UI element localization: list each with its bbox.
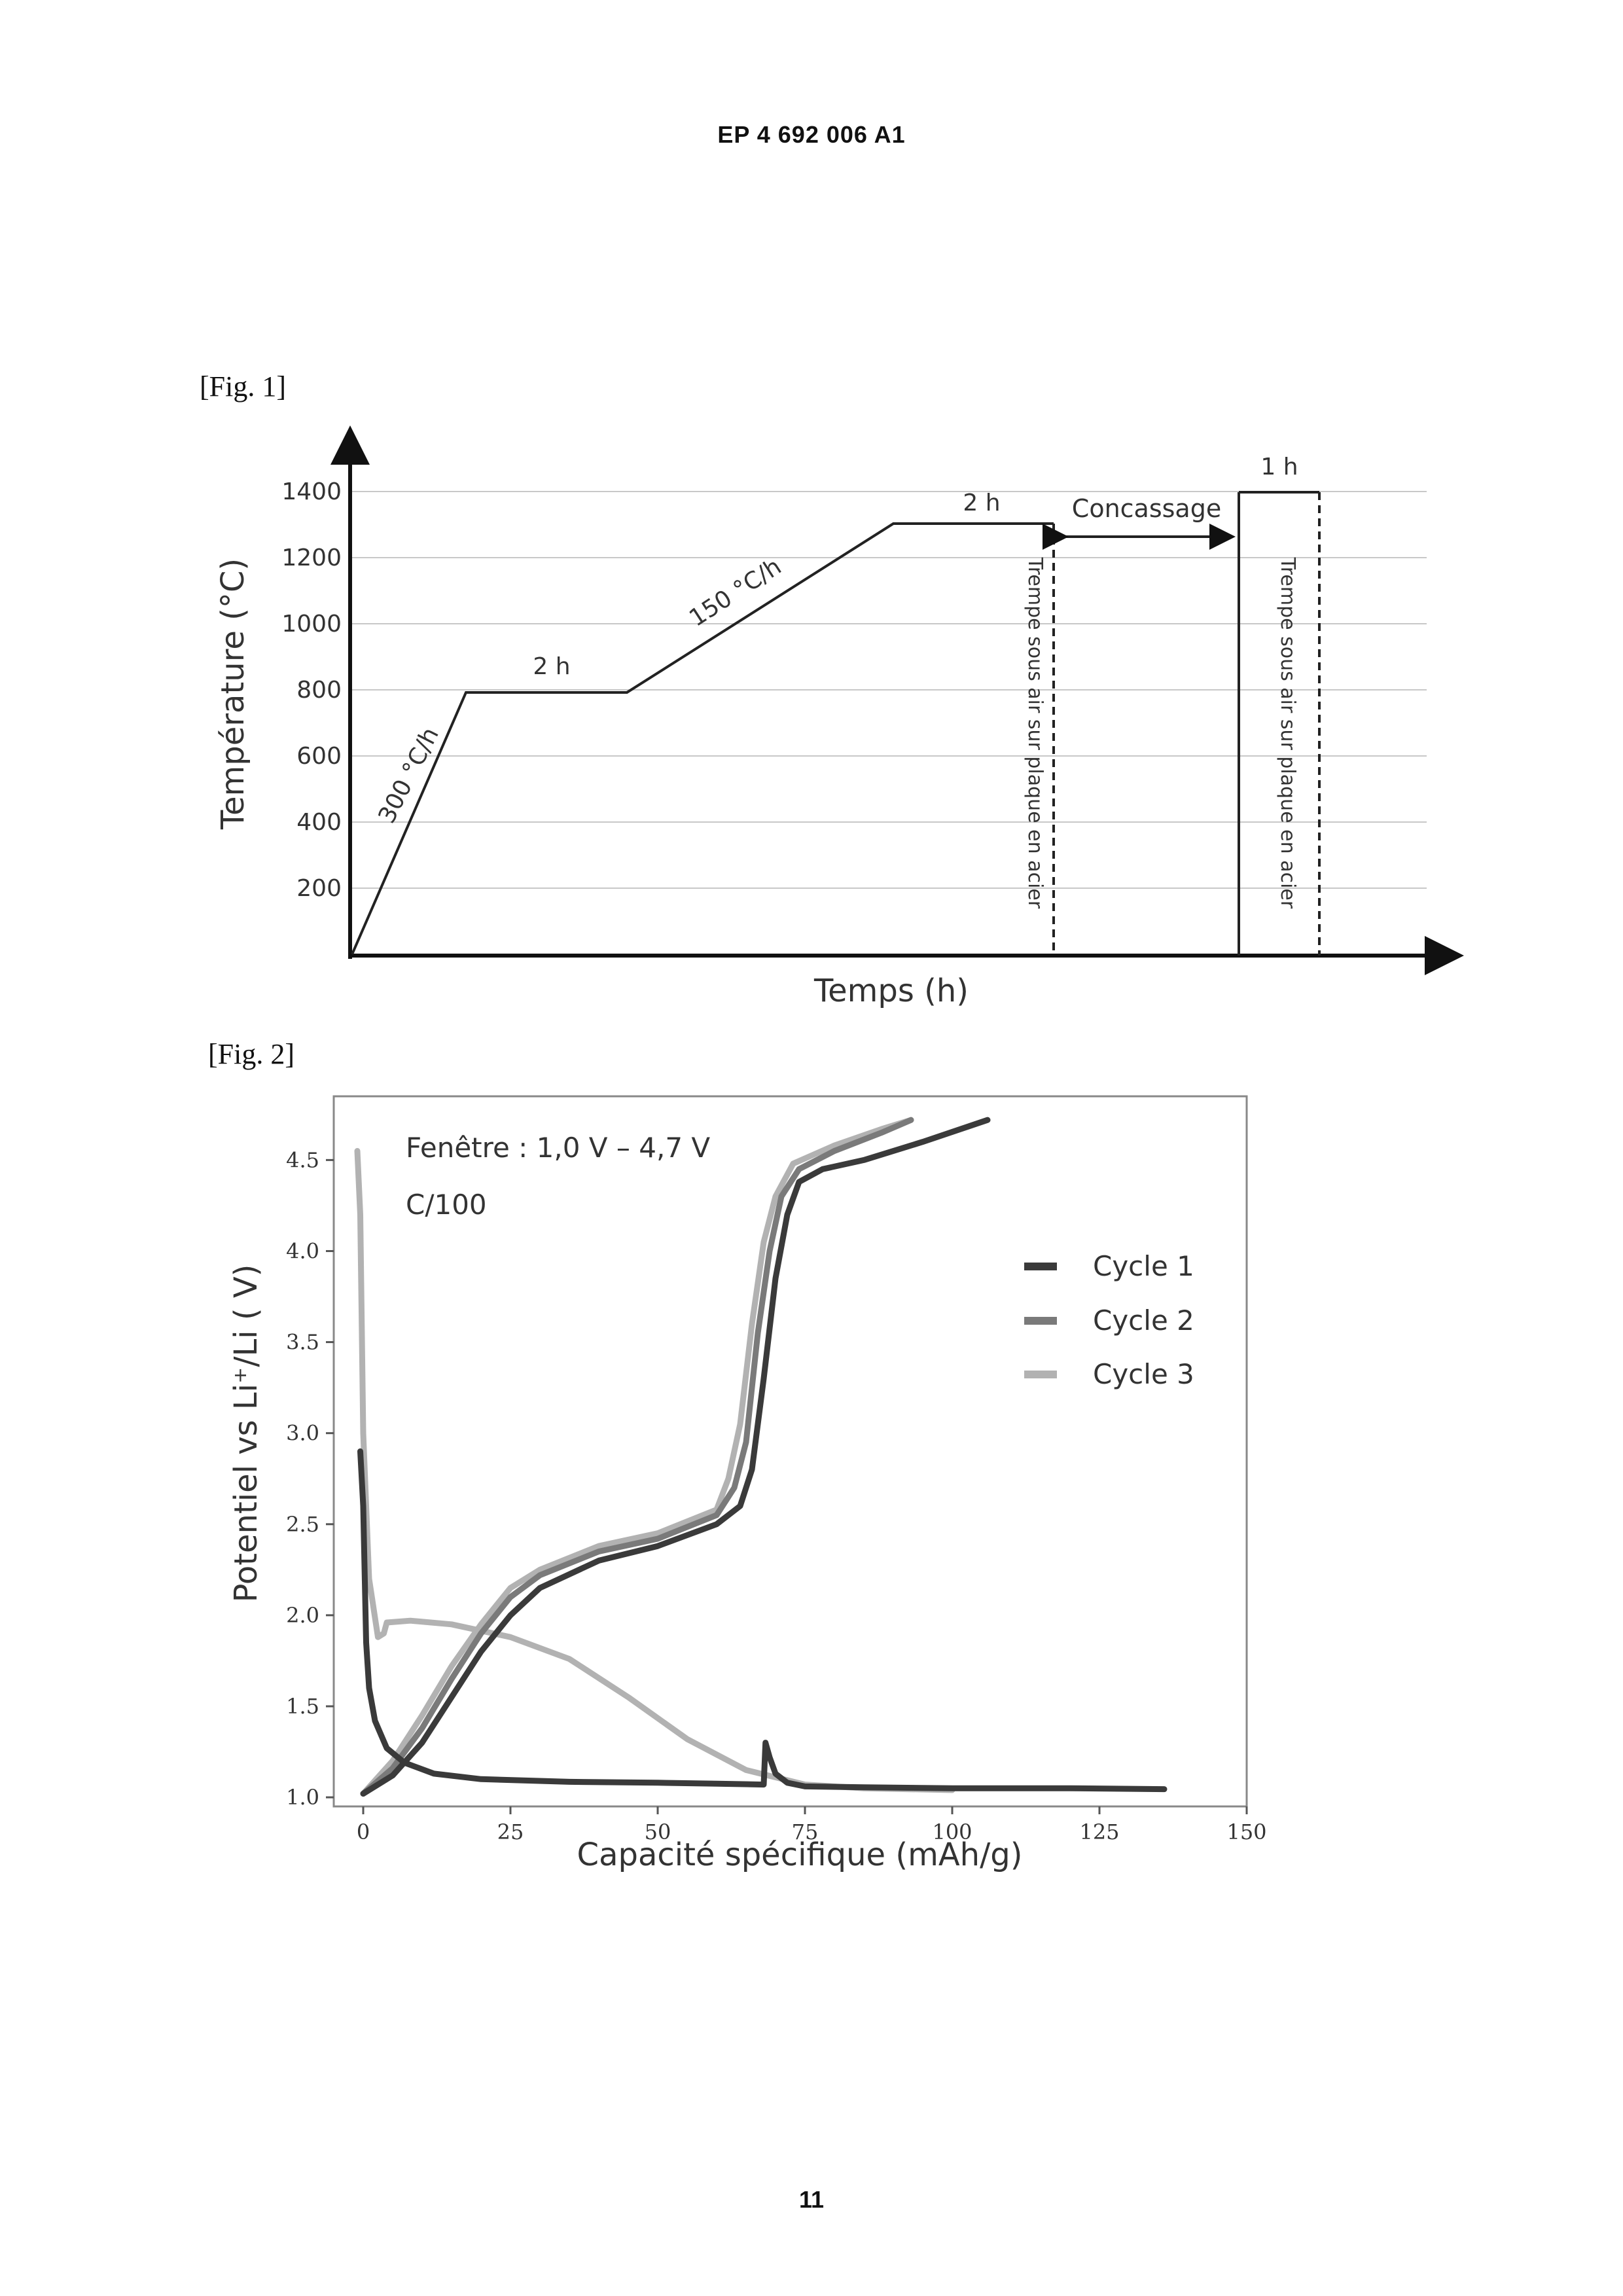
patent-number: EP 4 692 006 A1 [717,121,906,148]
fig2-series-cycle1-first-branch [357,1448,1168,1793]
fig2-xtick-label-75: 75 [792,1820,819,1844]
fig2-legend-label-cycle3: Cycle 3 [1093,1358,1194,1390]
fig2-legend-label-cycle1: Cycle 1 [1093,1250,1194,1282]
fig2-series-group [354,1117,1168,1797]
fig2-chart: 0 25 50 75 100 125 150 1.0 1.5 2.0 2.5 3.0 3.5 4.0 4.5… [228,1095,1267,1873]
fig2-series-cycle3-first-branch [354,1148,955,1793]
fig1-hold2-label: 2 h [963,490,1000,516]
fig1-ytick-200: 200 [296,875,342,902]
fig1-xlabel: Temps (h) [813,973,969,1009]
fig1-hold1-label: 2 h [533,653,570,680]
fig1-label: [Fig. 1] [200,370,286,403]
fig2-plot-frame [332,1095,1248,1808]
fig2-ytick-label-3: 3.0 [286,1421,319,1446]
fig1-ramp2-label: 150 °C/h [685,553,786,632]
fig1-temperature-profile [351,522,1054,955]
fig2-xtick-label-125: 125 [1079,1820,1119,1844]
fig1-ytick-1200: 1200 [281,545,342,571]
fig1-concassage-label: Concassage [1072,494,1221,523]
fig2-legend: Cycle 1 Cycle 2 Cycle 3 [1024,1250,1194,1390]
fig1-ytick-1400: 1400 [281,478,342,505]
fig2-ticks: 0 25 50 75 100 125 150 1.0 1.5 2.0 2.5 3.0 3.5 4.0 4.5 [286,1147,1266,1844]
page-number: 11 [798,2186,825,2213]
fig2-ytick-label-2_5: 2.5 [286,1512,319,1537]
fig2-ytick-label-3_5: 3.5 [286,1330,319,1355]
fig1-ytick-800: 800 [296,677,342,704]
fig1-ramp1-label: 300 °C/h [374,723,444,828]
fig2-rate-annotation: C/100 [406,1189,487,1221]
fig2-series-cycle2-first-branch [360,1117,914,1797]
fig2-label: [Fig. 2] [208,1038,294,1070]
fig2-series-cycle3-second-branch [360,1117,914,1797]
fig1-ytick-600: 600 [296,743,342,770]
fig2-series-cycle1-second-branch [360,1117,991,1797]
fig1-hold3-label: 1 h [1260,454,1298,480]
fig1-ytick-400: 400 [296,809,342,836]
fig1-ylabel: Température (°C) [215,558,251,830]
fig1-quench2-label: Trempe sous air sur plaque en acier [1276,557,1299,909]
fig2-legend-label-cycle2: Cycle 2 [1093,1304,1194,1336]
fig1-quench1-label: Trempe sous air sur plaque en acier [1024,557,1046,909]
fig1-gridlines [350,491,1427,889]
fig2-ylabel: Potentiel vs Li⁺/Li ( V) [228,1265,264,1603]
fig2-ytick-label-2: 2.0 [286,1603,319,1628]
fig2-ytick-label-1: 1.0 [286,1785,319,1810]
fig1-ytick-1000: 1000 [281,611,342,637]
fig2-xtick-label-0: 0 [357,1820,370,1844]
fig2-xlabel: Capacité spécifique (mAh/g) [577,1837,1023,1873]
fig2-ytick-label-4_5: 4.5 [286,1147,319,1172]
fig2-ytick-label-4: 4.0 [286,1238,319,1263]
fig2-ytick-label-1_5: 1.5 [286,1694,319,1719]
fig2-xtick-label-25: 25 [497,1820,524,1844]
fig1-chart: 1400 1200 1000 800 600 400 200 Températu… [215,425,1464,1009]
fig2-xtick-label-150: 150 [1226,1820,1266,1844]
fig2-xtick-label-50: 50 [645,1820,671,1844]
fig2-window-annotation: Fenêtre : 1,0 V – 4,7 V [406,1132,710,1164]
fig2-xtick-label-100: 100 [932,1820,972,1844]
